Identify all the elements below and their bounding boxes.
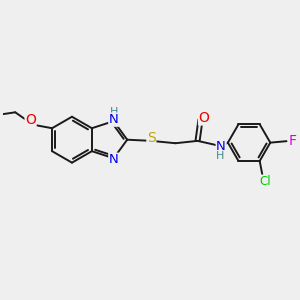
Text: H: H bbox=[110, 107, 118, 117]
Text: N: N bbox=[109, 153, 118, 166]
Text: H: H bbox=[216, 151, 225, 160]
Text: Cl: Cl bbox=[260, 175, 272, 188]
Text: S: S bbox=[147, 131, 156, 145]
Text: O: O bbox=[25, 113, 36, 127]
Text: O: O bbox=[199, 111, 209, 125]
Text: N: N bbox=[216, 140, 226, 153]
Text: N: N bbox=[109, 113, 118, 126]
Text: F: F bbox=[289, 134, 297, 148]
